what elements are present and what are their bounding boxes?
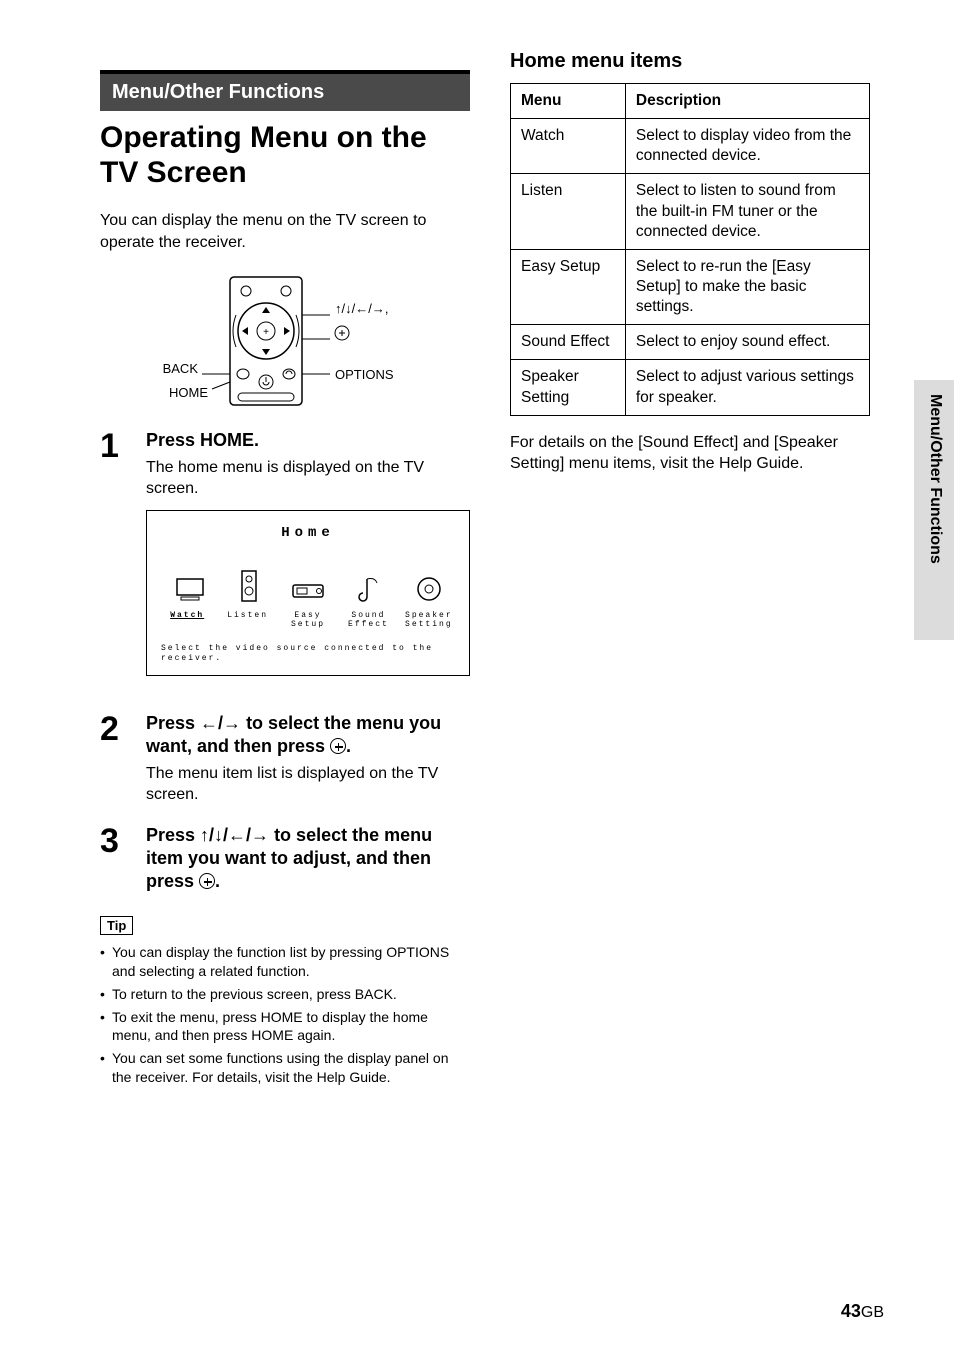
steps-list: 1 Press HOME. The home menu is displayed… <box>100 429 470 898</box>
hs-item-speaker: SpeakerSetting <box>399 611 459 630</box>
step-number: 1 <box>100 429 128 694</box>
arrows-label: ↑/↓/←/→, <box>335 301 388 316</box>
th-description: Description <box>625 84 869 119</box>
step-3: 3 Press ↑/↓/←/→ to select the menu item … <box>100 824 470 898</box>
remote-diagram: + <box>100 271 470 411</box>
section-banner: Menu/Other Functions <box>100 70 470 111</box>
hs-item-listen: Listen <box>217 611 277 630</box>
tip-list: You can display the function list by pre… <box>100 943 470 1087</box>
right-footnote: For details on the [Sound Effect] and [S… <box>510 432 870 475</box>
tip-item: You can display the function list by pre… <box>100 943 470 981</box>
page-title: Operating Menu on the TV Screen <box>100 121 470 190</box>
step-number: 2 <box>100 712 128 806</box>
enter-icon <box>199 873 215 889</box>
side-tab: Menu/Other Functions <box>914 380 954 640</box>
speaker-setting-icon <box>415 575 443 603</box>
side-tab-label: Menu/Other Functions <box>926 394 944 564</box>
enter-icon <box>330 738 346 754</box>
sound-effect-icon <box>357 573 383 603</box>
home-menu-screenshot: Home Watch Listen EasySetup So <box>146 510 470 676</box>
home-menu-table: Menu Description WatchSelect to display … <box>510 83 870 416</box>
step-title: Press ←/→ to select the menu you want, a… <box>146 712 470 759</box>
step-number: 3 <box>100 824 128 898</box>
tip-label: Tip <box>100 916 133 935</box>
home-screen-footer: Select the video source connected to the… <box>157 644 459 665</box>
left-column: Menu/Other Functions Operating Menu on t… <box>100 50 470 1091</box>
home-menu-items-heading: Home menu items <box>510 50 870 73</box>
step-desc: The home menu is displayed on the TV scr… <box>146 457 470 500</box>
table-row: Sound EffectSelect to enjoy sound effect… <box>511 325 870 360</box>
home-screen-title: Home <box>157 525 459 541</box>
step-title: Press ↑/↓/←/→ to select the menu item yo… <box>146 824 470 894</box>
back-label: BACK <box>163 361 199 376</box>
easy-setup-icon <box>291 579 325 603</box>
step-desc: The menu item list is displayed on the T… <box>146 763 470 806</box>
tip-item: You can set some functions using the dis… <box>100 1049 470 1087</box>
intro-text: You can display the menu on the TV scree… <box>100 210 470 253</box>
watch-icon <box>173 573 207 603</box>
table-row: WatchSelect to display video from the co… <box>511 119 870 174</box>
step-title: Press HOME. <box>146 429 470 452</box>
table-row: Speaker SettingSelect to adjust various … <box>511 360 870 415</box>
page-number: 43GB <box>841 1301 884 1322</box>
page-columns: Menu/Other Functions Operating Menu on t… <box>100 50 894 1091</box>
tip-item: To exit the menu, press HOME to display … <box>100 1008 470 1046</box>
options-label: OPTIONS <box>335 367 394 382</box>
step-2: 2 Press ←/→ to select the menu you want,… <box>100 712 470 806</box>
hs-item-easy: EasySetup <box>278 611 338 630</box>
hs-item-sound: SoundEffect <box>338 611 398 630</box>
home-label: HOME <box>169 385 208 400</box>
right-column: Home menu items Menu Description WatchSe… <box>510 50 870 1091</box>
step-1: 1 Press HOME. The home menu is displayed… <box>100 429 470 694</box>
listen-icon <box>239 569 259 603</box>
svg-text:+: + <box>263 327 269 338</box>
table-row: Easy SetupSelect to re-run the [Easy Set… <box>511 249 870 324</box>
hs-item-watch: Watch <box>157 611 217 630</box>
table-row: ListenSelect to listen to sound from the… <box>511 174 870 249</box>
tip-item: To return to the previous screen, press … <box>100 985 470 1004</box>
th-menu: Menu <box>511 84 626 119</box>
